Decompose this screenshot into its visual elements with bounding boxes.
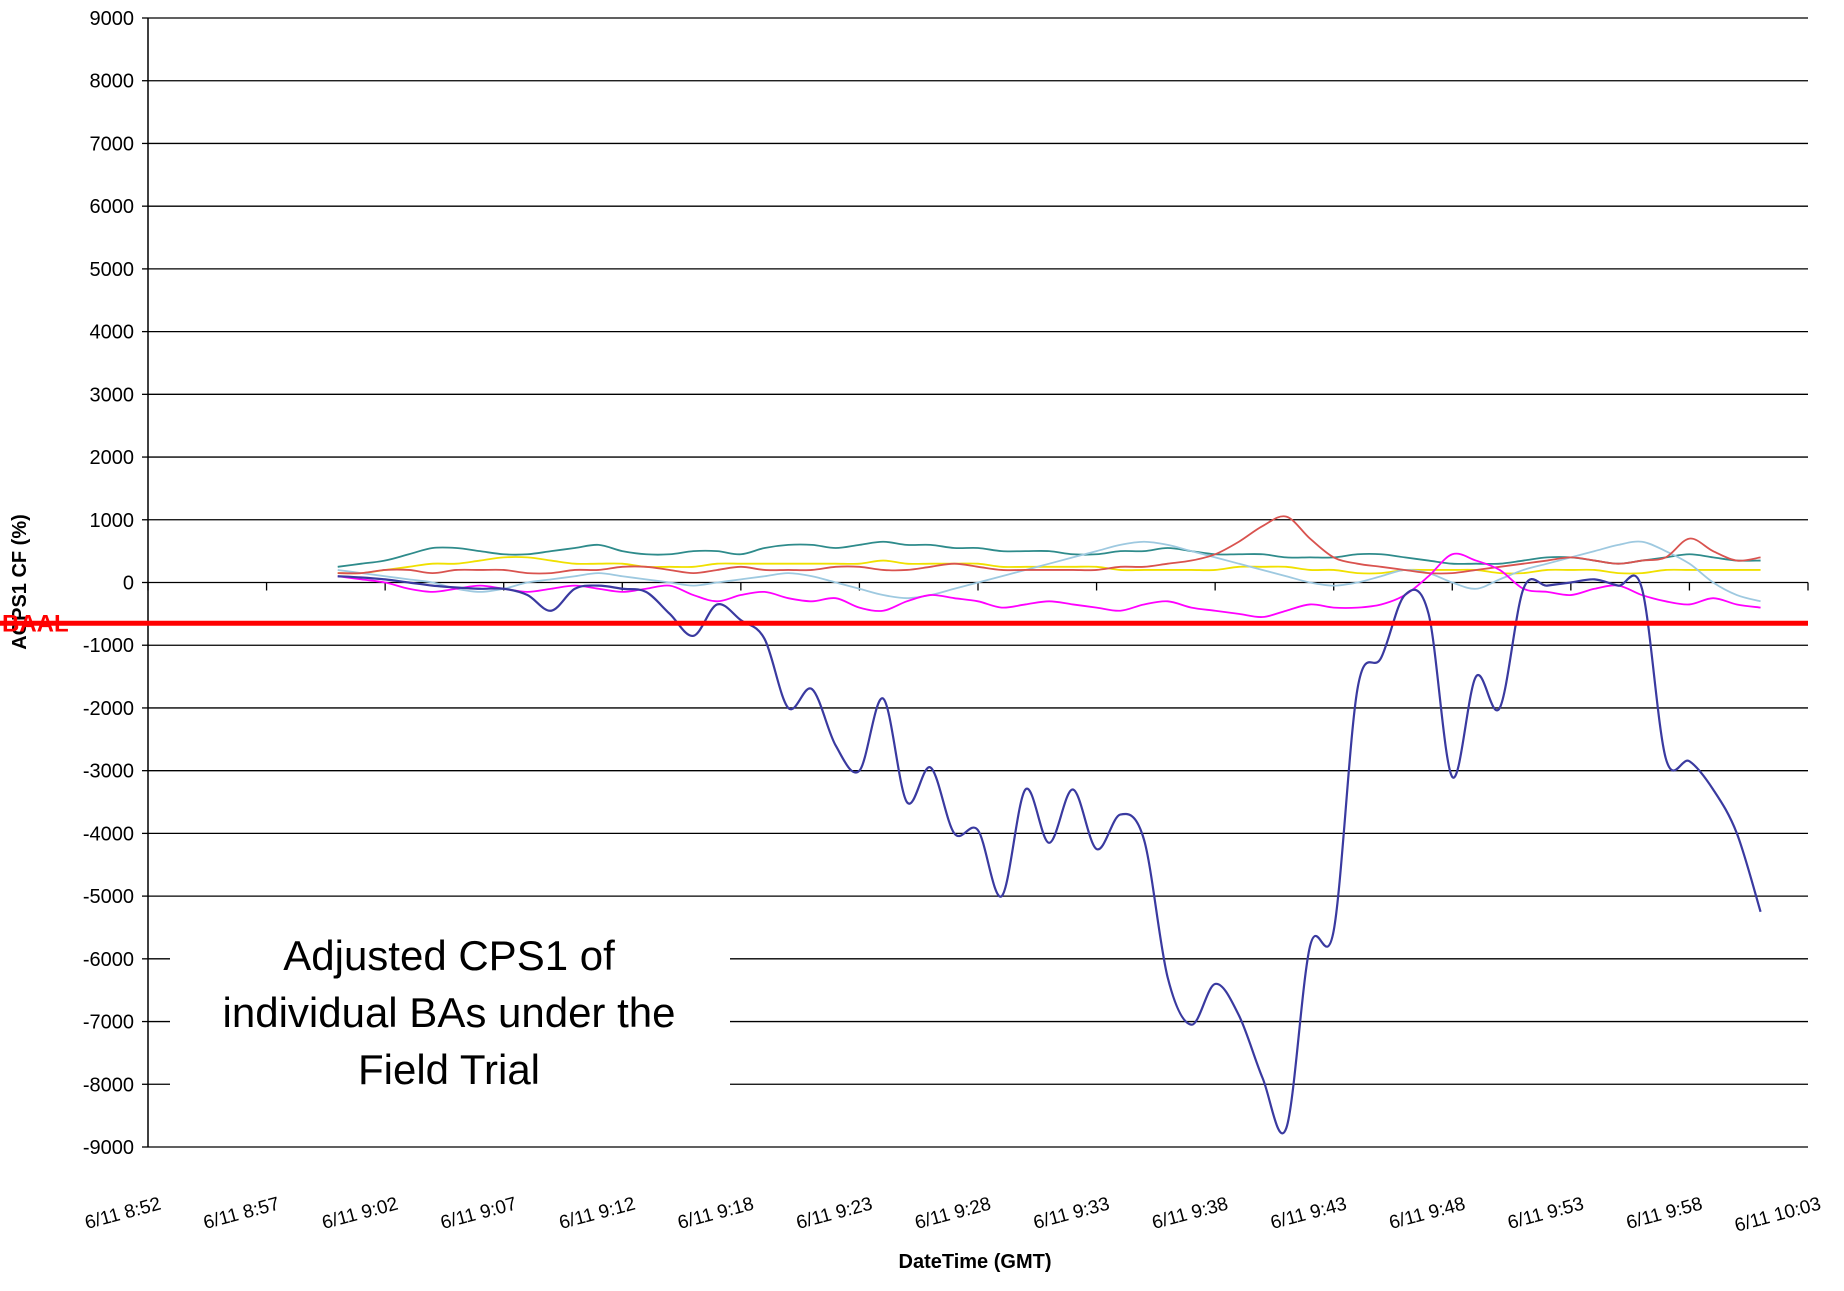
y-tick-label: 5000 xyxy=(90,259,135,281)
x-tick-label: 6/11 9:28 xyxy=(913,1194,994,1234)
x-tick-label: 6/11 8:57 xyxy=(201,1194,282,1234)
y-tick-label: 2000 xyxy=(90,447,135,469)
y-tick-label: 8000 xyxy=(90,71,135,93)
y-tick-label: 9000 xyxy=(90,8,135,30)
annotation-text: Field Trial xyxy=(358,1046,540,1093)
series-line xyxy=(337,556,1761,575)
series-line xyxy=(337,574,1762,1135)
annotation-box xyxy=(170,920,730,1105)
annotation-text: Adjusted CPS1 of xyxy=(283,932,615,979)
x-tick-label: 6/11 9:33 xyxy=(1031,1194,1112,1234)
y-tick-label: -1000 xyxy=(83,635,134,657)
baal-label: BAAL xyxy=(2,610,69,637)
y-tick-label: 0 xyxy=(123,573,134,595)
x-tick-label: 6/11 9:23 xyxy=(794,1194,875,1234)
x-tick-label: 6/11 9:48 xyxy=(1387,1194,1468,1234)
y-tick-label: 6000 xyxy=(90,196,135,218)
series-line xyxy=(337,540,1761,568)
x-tick-label: 6/11 9:53 xyxy=(1506,1194,1587,1234)
x-tick-label: 6/11 9:58 xyxy=(1624,1194,1705,1234)
series-line xyxy=(337,515,1761,575)
x-tick-label: 6/11 8:52 xyxy=(83,1194,164,1234)
y-tick-label: -9000 xyxy=(83,1137,134,1159)
x-tick-label: 6/11 9:18 xyxy=(676,1194,757,1234)
y-tick-label: 3000 xyxy=(90,384,135,406)
y-tick-label: -8000 xyxy=(83,1074,134,1096)
y-tick-label: -5000 xyxy=(83,886,134,908)
y-tick-label: -3000 xyxy=(83,761,134,783)
x-tick-label: 6/11 9:07 xyxy=(438,1194,519,1234)
x-tick-label: 6/11 9:12 xyxy=(557,1194,638,1234)
x-tick-label: 6/11 9:02 xyxy=(320,1194,401,1234)
x-axis-title: DateTime (GMT) xyxy=(899,1251,1052,1273)
y-tick-label: 4000 xyxy=(90,322,135,344)
x-tick-label: 6/11 10:03 xyxy=(1732,1194,1823,1237)
y-tick-label: 1000 xyxy=(90,510,135,532)
x-tick-label: 6/11 9:38 xyxy=(1150,1194,1231,1234)
y-tick-label: -7000 xyxy=(83,1012,134,1034)
x-tick-label: 6/11 9:43 xyxy=(1268,1194,1349,1234)
annotation-text: individual BAs under the xyxy=(223,989,676,1036)
y-tick-label: -2000 xyxy=(83,698,134,720)
y-tick-label: -4000 xyxy=(83,823,134,845)
y-axis-title: ACPS1 CF (%) xyxy=(9,514,31,650)
y-tick-label: -6000 xyxy=(83,949,134,971)
y-tick-label: 7000 xyxy=(90,133,135,155)
series-line xyxy=(337,540,1761,603)
